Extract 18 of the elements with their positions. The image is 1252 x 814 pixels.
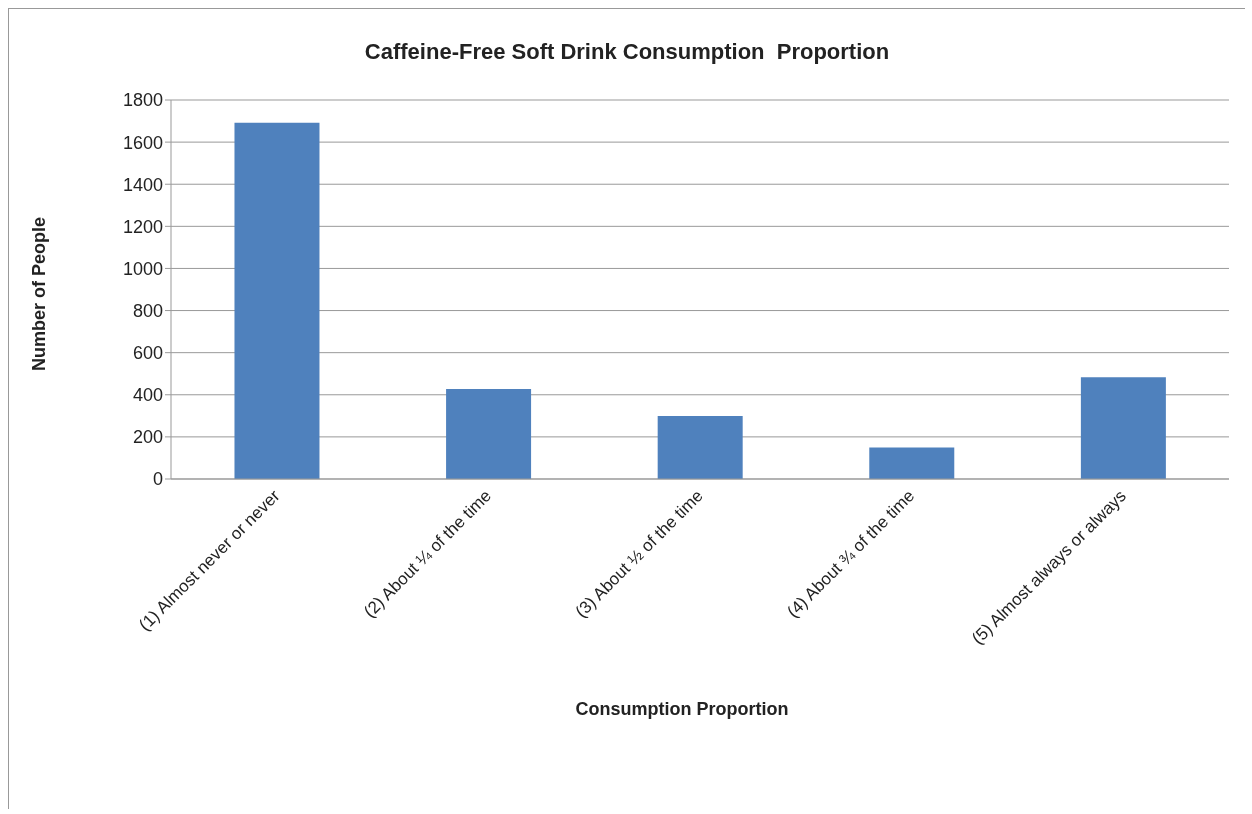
bar <box>1080 377 1166 479</box>
y-tick-label: 1600 <box>122 132 163 153</box>
bar <box>234 122 320 479</box>
bar <box>869 447 955 479</box>
y-tick-label: 0 <box>152 469 163 490</box>
chart-title: Caffeine-Free Soft Drink Consumption Proportion <box>363 39 891 65</box>
y-axis-title: Number of People <box>28 216 50 372</box>
y-tick-label: 1200 <box>122 216 163 237</box>
y-tick-label: 1000 <box>122 258 163 279</box>
bar <box>657 416 743 479</box>
y-tick-label: 1400 <box>122 174 163 195</box>
y-tick-label: 1800 <box>122 90 163 111</box>
y-tick-label: 400 <box>132 385 163 406</box>
y-tick-label: 800 <box>132 300 163 321</box>
y-tick-label: 200 <box>132 427 163 448</box>
x-axis-title: Consumption Proportion <box>574 699 790 720</box>
bar <box>446 389 532 479</box>
y-tick-label: 600 <box>132 343 163 364</box>
